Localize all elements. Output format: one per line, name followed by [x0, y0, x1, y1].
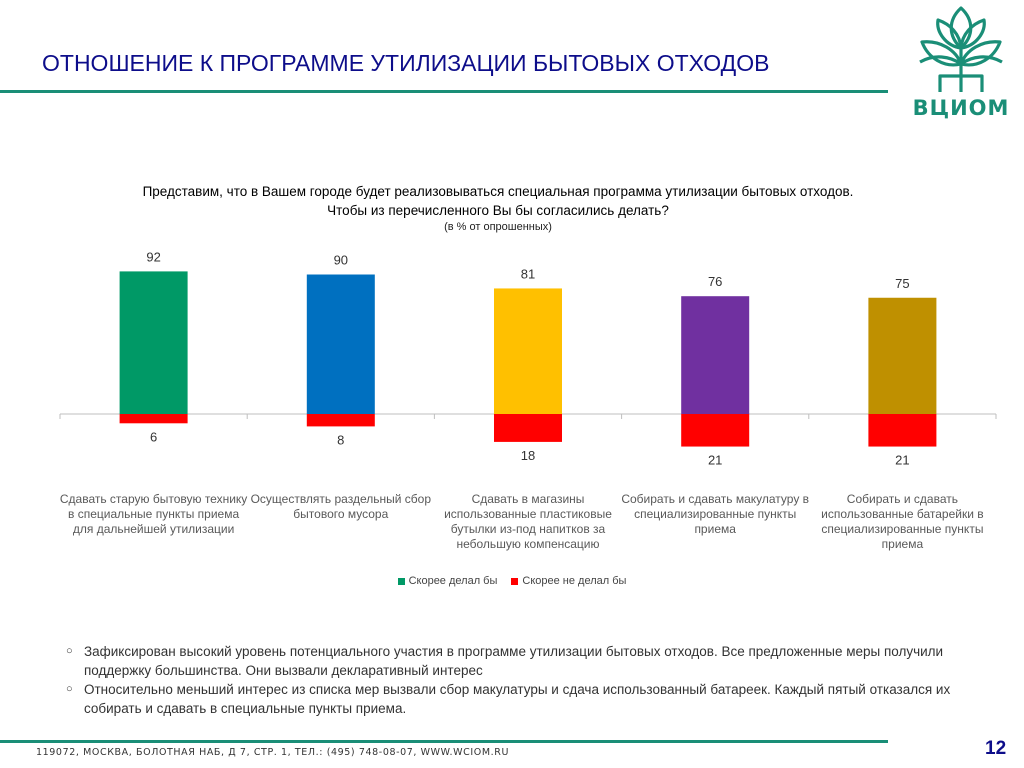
category-label: Сдавать старую бытовую технику в специал… [59, 492, 248, 536]
finding-item: ○ Зафиксирован высокий уровень потенциал… [66, 642, 996, 680]
page-number: 12 [985, 738, 1007, 759]
data-label-no: 18 [521, 448, 535, 463]
finding-text: Зафиксирован высокий уровень потенциальн… [84, 644, 944, 678]
footer-divider [0, 740, 888, 743]
category-label: Собирать и сдавать макулатуру в специали… [621, 492, 810, 536]
bar-yes [119, 271, 188, 414]
title-divider [0, 90, 888, 93]
data-label-no: 21 [708, 453, 722, 468]
category-label: Сдавать в магазины использованные пласти… [444, 492, 612, 551]
footer-address: 119072, МОСКВА, БОЛОТНАЯ НАБ, Д 7, СТР. … [36, 747, 510, 758]
data-label-yes: 81 [521, 266, 535, 281]
data-label-no: 8 [337, 432, 344, 447]
bar-no [868, 414, 937, 447]
chart-title-line-1: Представим, что в Вашем городе будет реа… [142, 184, 854, 199]
bullet-circle-icon: ○ [66, 645, 73, 657]
finding-item: ○ Относительно меньший интерес из списка… [66, 680, 996, 718]
finding-text: Относительно меньший интерес из списка м… [84, 682, 951, 716]
wciom-logo-icon [919, 6, 1003, 92]
data-label-no: 6 [150, 429, 157, 444]
category-label: Собирать и сдавать использованные батаре… [821, 492, 984, 551]
bar-yes [868, 297, 937, 414]
data-label-yes: 90 [334, 253, 348, 268]
data-label-yes: 76 [708, 274, 722, 289]
data-label-yes: 92 [146, 249, 160, 264]
chart-legend: Скорее делал бы Скорее не делал бы [0, 575, 1024, 587]
findings-list: ○ Зафиксирован высокий уровень потенциал… [66, 642, 996, 718]
logo-wordmark: ВЦИОМ [912, 96, 1010, 120]
legend-item-yes: Скорее делал бы [397, 575, 498, 587]
bar-no [494, 414, 562, 442]
data-label-yes: 75 [895, 276, 909, 291]
bar-yes [306, 274, 375, 414]
legend-swatch-yes [397, 577, 405, 585]
category-label: Осуществлять раздельный сбор бытового му… [250, 492, 431, 521]
bar-yes [681, 296, 750, 414]
slide-title: ОТНОШЕНИЕ К ПРОГРАММЕ УТИЛИЗАЦИИ БЫТОВЫХ… [42, 50, 770, 76]
chart-subtitle: (в % от опрошенных) [444, 221, 552, 233]
chart-title: Представим, что в Вашем городе будет реа… [40, 182, 956, 220]
legend-label-no: Скорее не делал бы [522, 575, 627, 587]
data-label-no: 21 [895, 453, 909, 468]
chart-title-line-2: Чтобы из перечисленного Вы бы согласилис… [327, 203, 669, 218]
legend-swatch-no [511, 577, 519, 585]
legend-label-yes: Скорее делал бы [408, 575, 498, 587]
bar-no [119, 414, 188, 424]
bar-yes [494, 288, 562, 414]
bar-chart: 92 6 90 8 81 18 76 21 75 21 [59, 249, 997, 468]
bullet-circle-icon: ○ [66, 683, 73, 695]
bar-no [681, 414, 750, 447]
bar-no [306, 414, 375, 427]
legend-item-no: Скорее не делал бы [511, 575, 626, 587]
